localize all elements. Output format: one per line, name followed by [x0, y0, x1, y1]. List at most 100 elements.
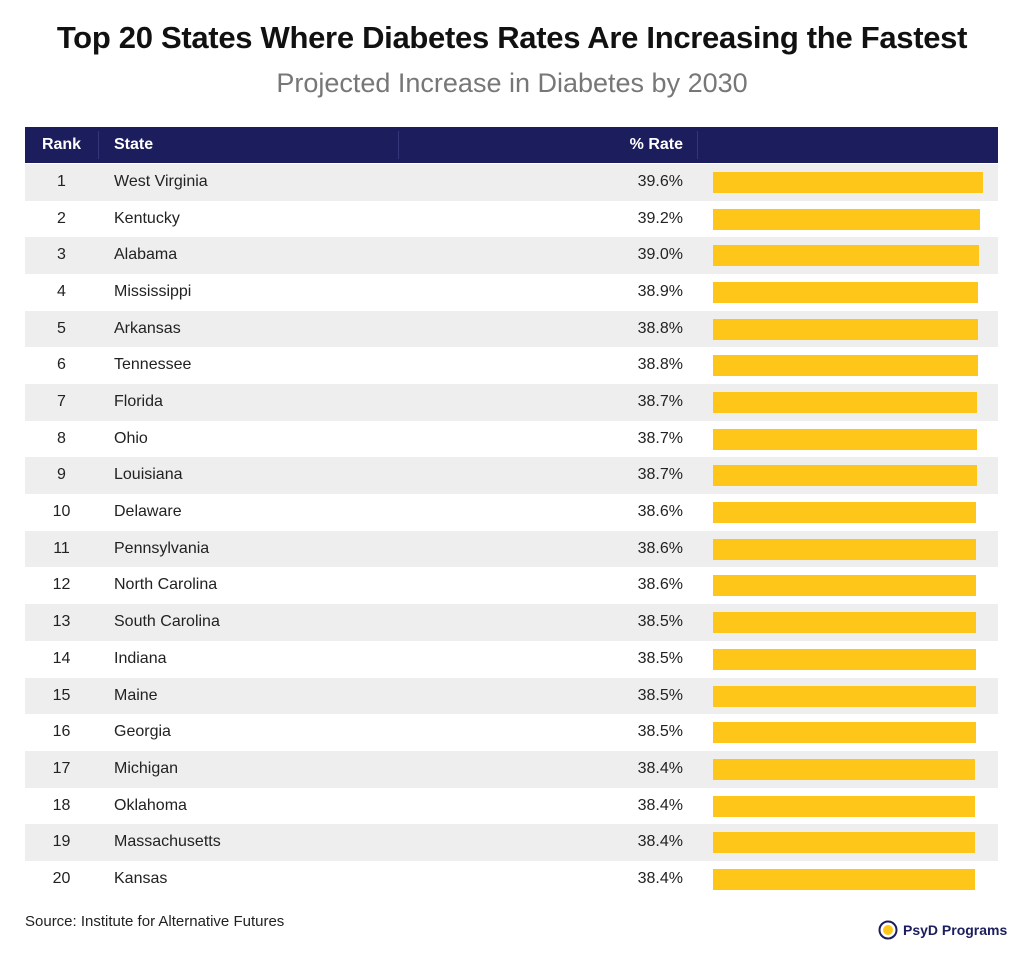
state-cell: Mississippi — [114, 283, 192, 301]
rate-cell: 38.8% — [637, 319, 683, 337]
bar — [713, 355, 978, 377]
rate-cell: 38.4% — [637, 869, 683, 887]
rank-cell: 14 — [52, 649, 71, 667]
bar — [713, 648, 976, 670]
rank-cell: 10 — [52, 503, 71, 521]
rank-cell: 11 — [53, 539, 70, 557]
rank-cell: 4 — [57, 283, 66, 301]
table-row: 5 Arkansas 38.8% — [25, 310, 998, 348]
state-cell: Arkansas — [114, 319, 181, 337]
state-cell: Kentucky — [114, 209, 180, 227]
bar — [713, 318, 978, 340]
rate-cell: 39.6% — [637, 173, 683, 190]
table-row: 20 Kansas 38.4% — [25, 861, 998, 898]
state-cell: Maine — [114, 686, 158, 704]
state-cell: Oklahoma — [114, 796, 187, 814]
table-row: 16 Georgia 38.5% — [25, 714, 998, 751]
rank-cell: 12 — [52, 576, 71, 594]
rank-cell: 7 — [57, 393, 66, 411]
rate-cell: 38.5% — [637, 686, 683, 704]
table-row: 1 West Virginia 39.6% — [25, 164, 998, 201]
table-row: 6 Tennessee 38.8% — [25, 347, 998, 384]
bar — [713, 612, 976, 634]
rank-cell: 6 — [57, 356, 66, 374]
table-row: 13 South Carolina 38.5% — [25, 604, 998, 641]
bar — [713, 465, 977, 487]
bar — [713, 832, 975, 854]
rank-cell: 8 — [57, 429, 66, 447]
column-header: Rank — [41, 136, 82, 153]
table-row: 7 Florida 38.7% — [25, 384, 998, 421]
bar — [713, 868, 975, 890]
rank-cell: 18 — [52, 796, 71, 814]
rate-cell: 38.7% — [637, 393, 683, 411]
state-cell: South Carolina — [114, 613, 220, 631]
state-cell: Georgia — [114, 723, 171, 741]
table-row: 3 Alabama 39.0% — [25, 237, 998, 275]
rate-cell: 38.5% — [637, 649, 683, 667]
bar — [713, 685, 976, 707]
rate-cell: 39.0% — [637, 246, 683, 264]
table-row: 10 Delaware 38.6% — [25, 494, 998, 531]
rate-cell: 38.4% — [637, 759, 683, 777]
rate-cell: 38.7% — [637, 466, 683, 484]
state-cell: Alabama — [114, 246, 178, 264]
separator — [398, 131, 399, 159]
table-row: 17 Michigan 38.4% — [25, 750, 998, 788]
rank-cell: 17 — [52, 759, 71, 777]
rank-cell: 2 — [57, 209, 66, 227]
bar — [713, 172, 984, 193]
table-row: 2 Kentucky 39.2% — [25, 201, 998, 238]
rank-cell: 19 — [52, 833, 71, 851]
state-cell: Michigan — [114, 759, 179, 777]
state-cell: Pennsylvania — [114, 539, 210, 557]
bar — [713, 722, 976, 744]
state-cell: Kansas — [114, 869, 168, 887]
rank-cell: 5 — [57, 319, 66, 337]
table-row: 15 Maine 38.5% — [25, 677, 998, 715]
bar — [713, 208, 981, 230]
rate-cell: 39.2% — [637, 209, 683, 227]
rate-cell: 38.6% — [637, 503, 683, 521]
table-row: 19 Massachusetts 38.4% — [25, 824, 998, 861]
rate-cell: 38.7% — [637, 429, 683, 447]
state-cell: Louisiana — [114, 466, 183, 484]
bar — [713, 245, 979, 267]
logo: PsyD Programs — [878, 920, 1007, 940]
bar — [713, 392, 977, 414]
table-row: 14 Indiana 38.5% — [25, 641, 998, 678]
rate-cell: 38.6% — [637, 576, 683, 594]
rate-cell: 38.9% — [637, 283, 683, 301]
separator — [697, 131, 698, 159]
table-row: 9 Louisiana 38.7% — [25, 457, 998, 495]
bar — [713, 758, 975, 780]
logo-icon — [878, 920, 898, 940]
table-row: 18 Oklahoma 38.4% — [25, 788, 998, 825]
bar — [713, 538, 977, 560]
rate-cell: 38.6% — [637, 539, 683, 557]
source: Source: Institute for Alternative Future… — [25, 913, 285, 930]
rank-cell: 3 — [57, 246, 66, 264]
rank-cell: 20 — [52, 869, 71, 887]
state-cell: West Virginia — [114, 173, 208, 190]
table-row: 11 Pennsylvania 38.6% — [25, 530, 998, 568]
rate-cell: 38.5% — [637, 723, 683, 741]
rank-cell: 15 — [52, 686, 71, 704]
state-cell: North Carolina — [114, 576, 218, 594]
state-cell: Massachusetts — [114, 833, 221, 851]
column-header: % Rate — [629, 136, 683, 153]
state-cell: Delaware — [114, 503, 182, 521]
table-row: 8 Ohio 38.7% — [25, 421, 998, 458]
column-header: State — [114, 136, 154, 153]
rate-cell: 38.5% — [637, 613, 683, 631]
state-cell: Ohio — [114, 429, 148, 447]
bar — [713, 428, 977, 450]
state-cell: Indiana — [114, 649, 167, 667]
bar — [713, 795, 975, 817]
rank-cell: 16 — [52, 723, 71, 741]
logo-text: PsyD Programs — [903, 922, 1008, 938]
table-header: Rank State % Rate — [25, 127, 998, 163]
state-cell: Tennessee — [114, 356, 192, 374]
rate-cell: 38.8% — [637, 356, 683, 374]
